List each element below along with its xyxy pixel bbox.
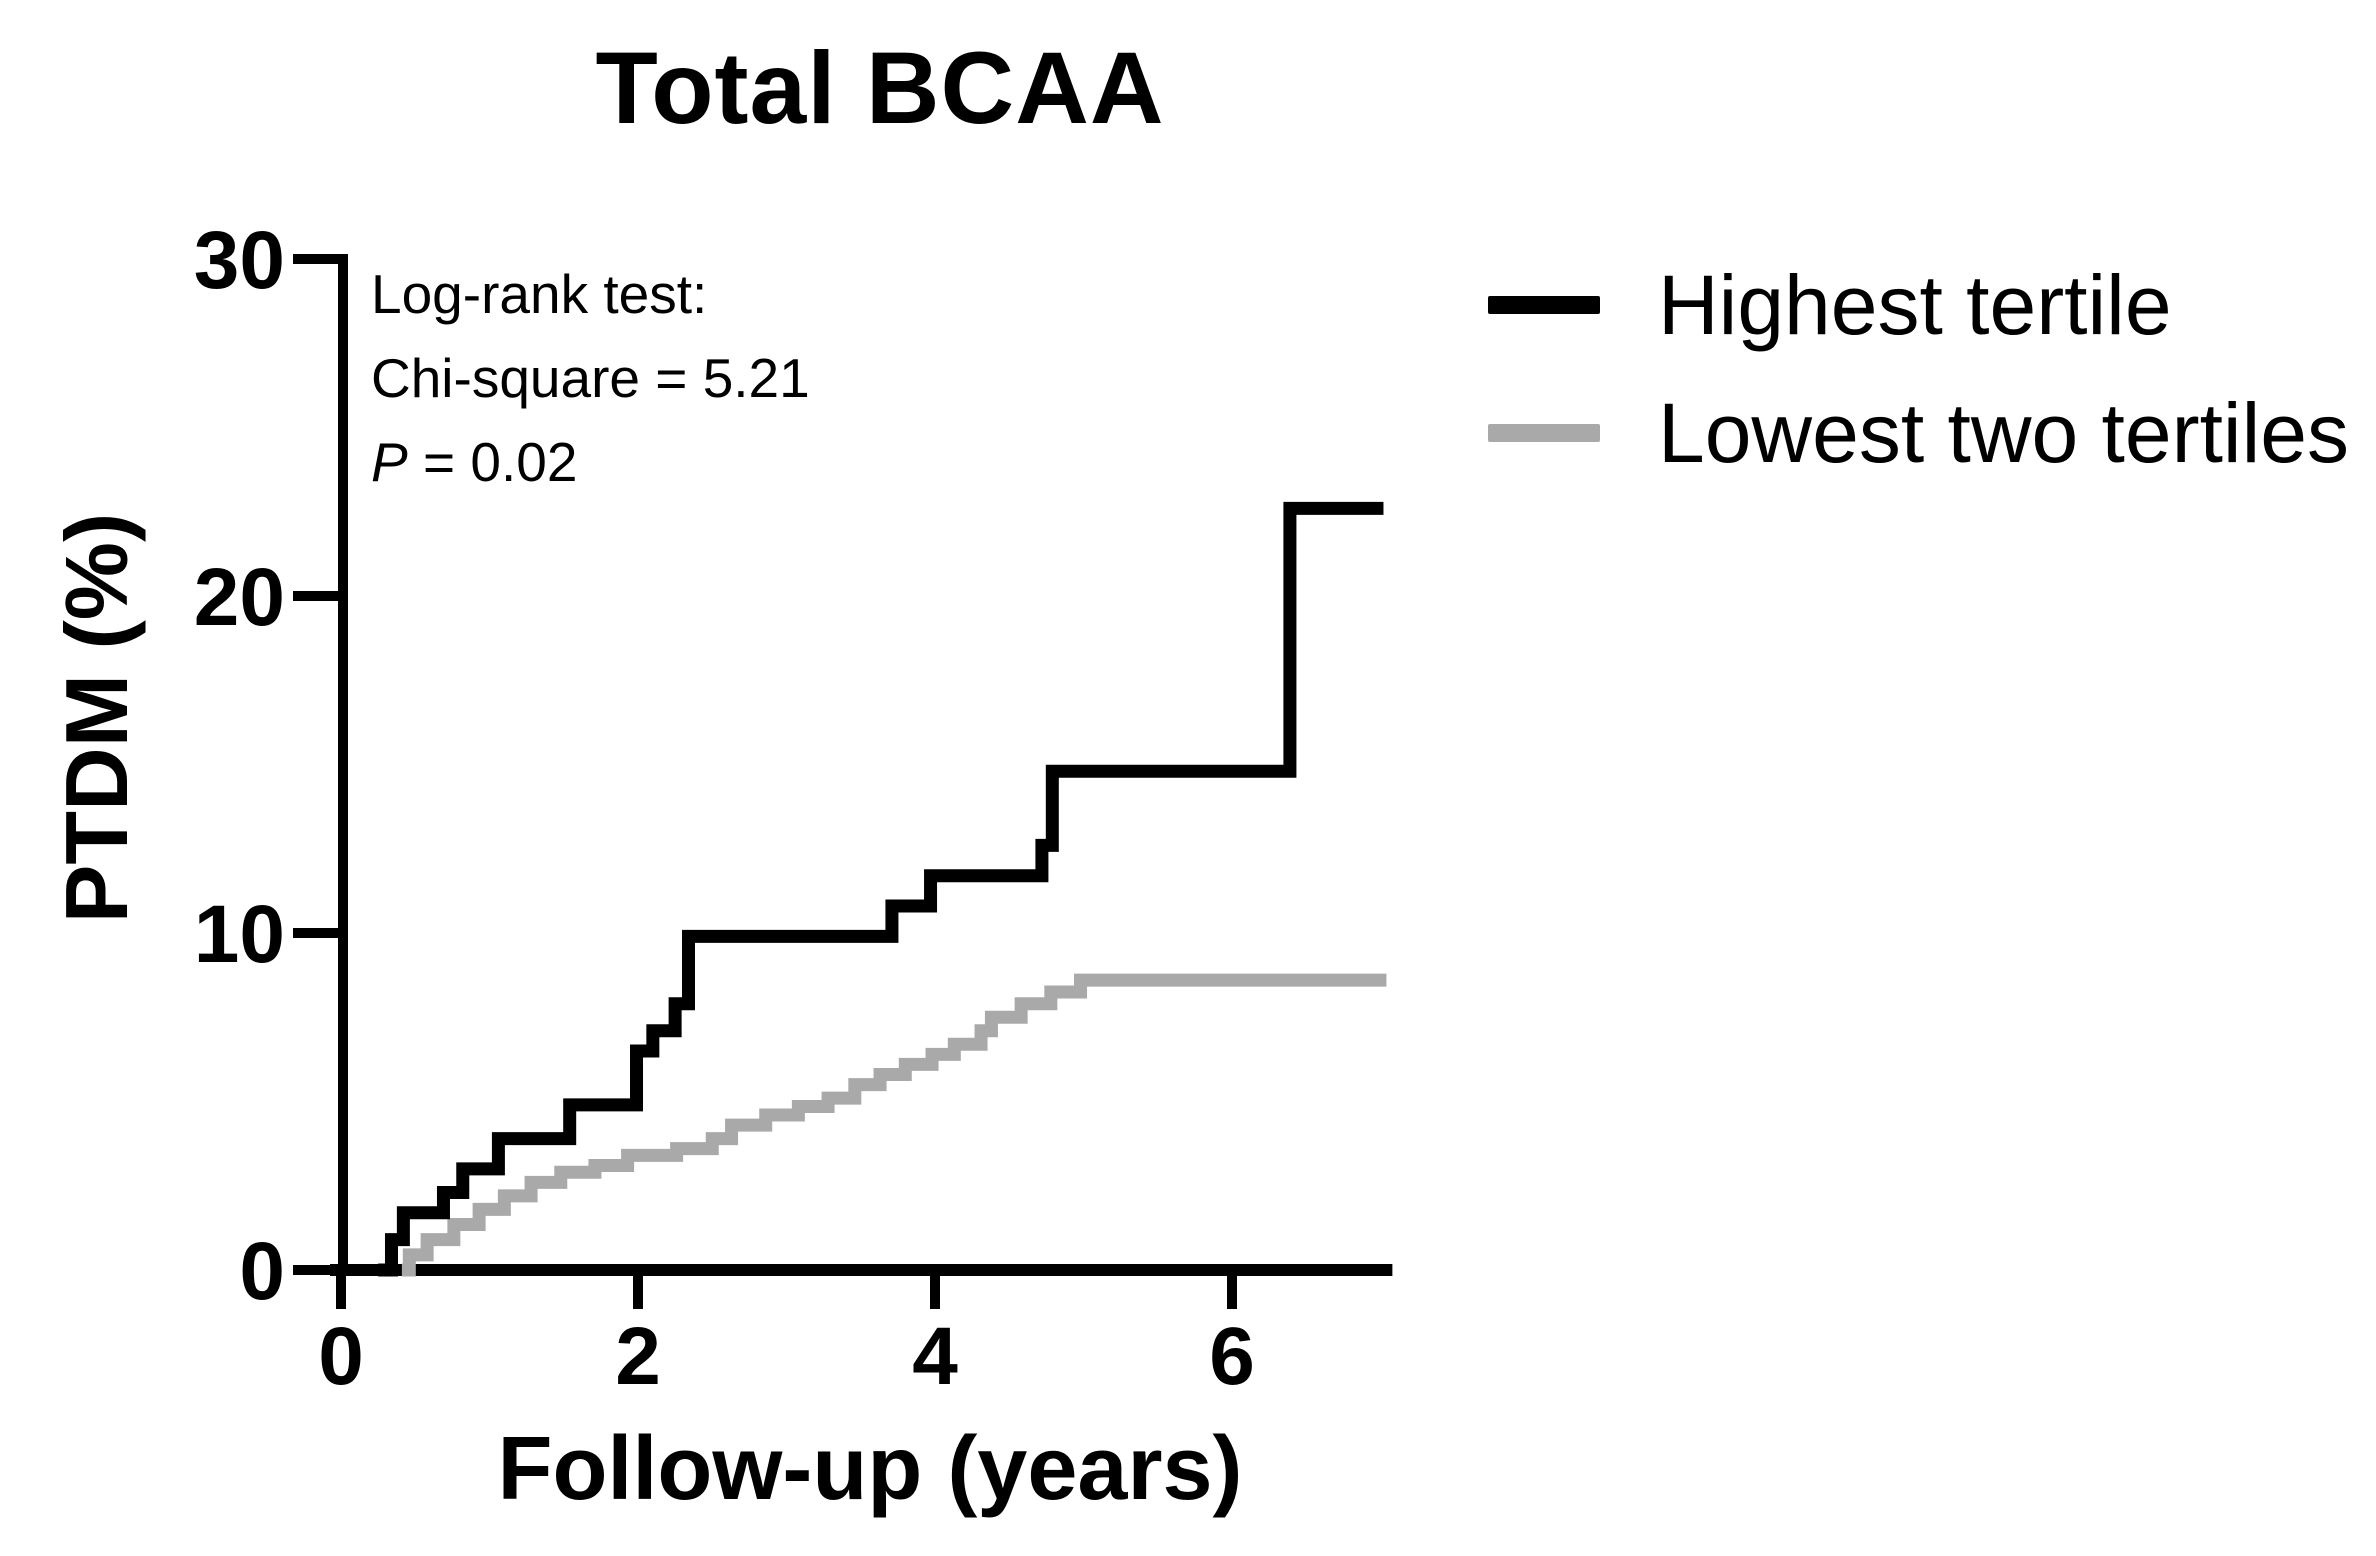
y-tick — [293, 591, 338, 601]
y-tick — [293, 928, 338, 938]
annotation-line-3: P = 0.02 — [371, 420, 810, 504]
legend-label-lowest-two-tertiles: Lowest two tertiles — [1658, 385, 2349, 480]
y-tick — [293, 254, 338, 264]
y-tick-label: 30 — [194, 215, 285, 306]
x-axis-line — [330, 1264, 1393, 1276]
y-tick-label: 20 — [194, 552, 285, 643]
x-tick — [930, 1276, 940, 1309]
y-tick — [293, 1265, 338, 1275]
chart-title: Total BCAA — [595, 31, 1165, 145]
annotation-line-2: Chi-square = 5.21 — [371, 347, 810, 409]
x-tick-label: 2 — [615, 1311, 661, 1402]
curve-highest-tertile — [378, 501, 1384, 1277]
x-tick — [336, 1276, 346, 1309]
log-rank-annotation: Log-rank test: Chi-square = 5.21 P = 0.0… — [371, 252, 810, 504]
lowest-two-tertiles-line-swatch — [1488, 424, 1600, 442]
x-tick-label: 4 — [912, 1311, 958, 1402]
highest-tertile-line-swatch — [1488, 296, 1600, 314]
x-tick — [633, 1276, 643, 1309]
x-tick-label: 6 — [1209, 1311, 1255, 1402]
legend-item-highest-tertile: Highest tertile — [1488, 258, 2349, 352]
curve-lowest-two-tertiles — [401, 973, 1387, 1277]
x-tick — [1227, 1276, 1237, 1309]
legend-label-highest-tertile: Highest tertile — [1658, 257, 2172, 352]
p-symbol: P — [371, 431, 408, 493]
annotation-line-1: Log-rank test: — [371, 263, 708, 325]
p-value: = 0.02 — [407, 431, 578, 493]
y-tick-label: 10 — [194, 889, 285, 980]
y-axis-line — [338, 254, 348, 1276]
x-axis-title: Follow-up (years) — [497, 1419, 1243, 1519]
x-tick-label: 0 — [318, 1311, 364, 1402]
legend: Highest tertile Lowest two tertiles — [1488, 258, 2349, 480]
legend-item-lowest-two-tertiles: Lowest two tertiles — [1488, 386, 2349, 480]
y-tick-label: 0 — [239, 1226, 285, 1317]
